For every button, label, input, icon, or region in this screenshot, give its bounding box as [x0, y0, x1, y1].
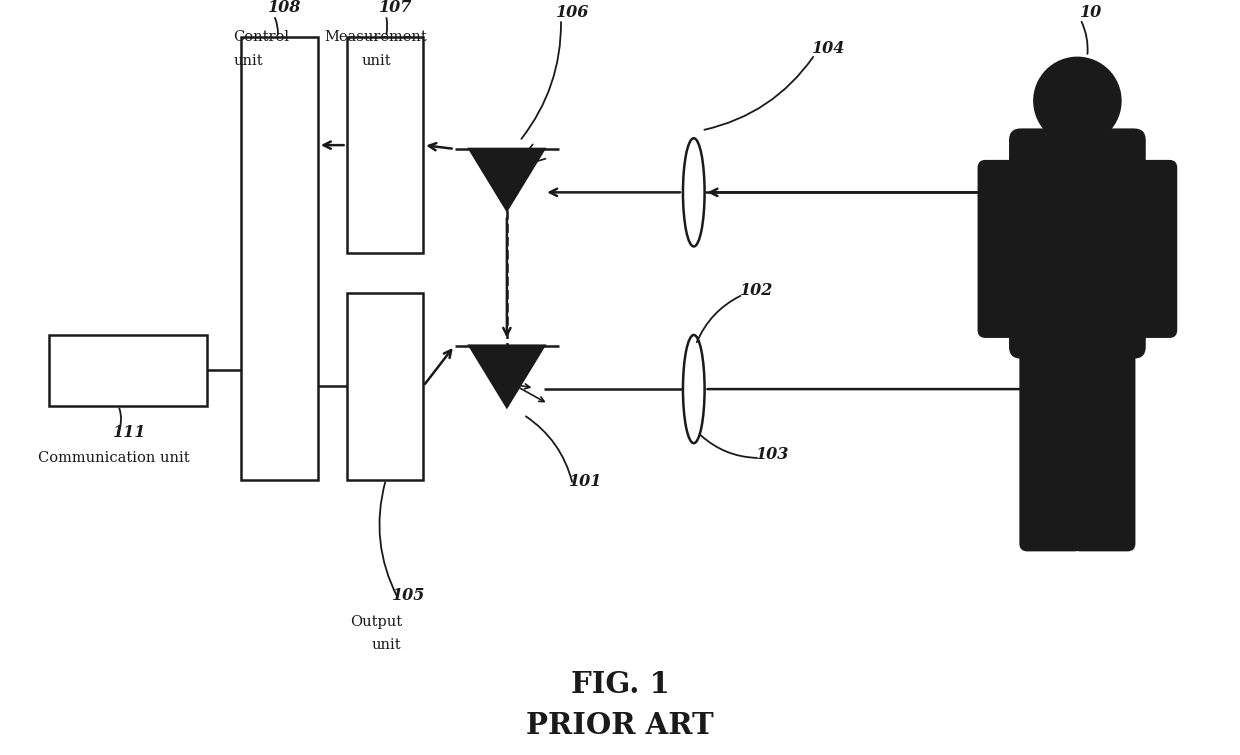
FancyBboxPatch shape: [977, 160, 1024, 338]
Bar: [346, 37, 423, 254]
FancyBboxPatch shape: [1073, 344, 1136, 551]
Text: Output: Output: [350, 615, 402, 629]
Polygon shape: [470, 149, 544, 210]
Text: FIG. 1: FIG. 1: [570, 670, 670, 698]
Text: Measurement: Measurement: [325, 30, 428, 44]
Text: 106: 106: [556, 4, 589, 21]
Text: 104: 104: [812, 40, 846, 57]
Text: 108: 108: [268, 0, 301, 16]
Text: 105: 105: [392, 587, 425, 604]
Bar: [242, 37, 317, 479]
Text: Control: Control: [233, 30, 289, 44]
Circle shape: [1033, 57, 1122, 145]
Text: PRIOR ART: PRIOR ART: [526, 711, 714, 740]
FancyBboxPatch shape: [1019, 344, 1083, 551]
Text: 101: 101: [569, 473, 603, 490]
FancyBboxPatch shape: [1130, 160, 1177, 338]
Text: 103: 103: [755, 446, 789, 464]
Text: unit: unit: [371, 638, 401, 652]
FancyBboxPatch shape: [1009, 128, 1146, 359]
Text: unit: unit: [361, 54, 391, 67]
Text: 102: 102: [740, 282, 774, 299]
Text: 111: 111: [113, 424, 146, 441]
Text: unit: unit: [233, 54, 263, 67]
Text: 10: 10: [1080, 4, 1102, 21]
Polygon shape: [470, 346, 544, 407]
Bar: [50, 335, 207, 405]
Text: Communication unit: Communication unit: [37, 451, 190, 465]
Bar: [346, 293, 423, 479]
Text: 107: 107: [379, 0, 413, 16]
